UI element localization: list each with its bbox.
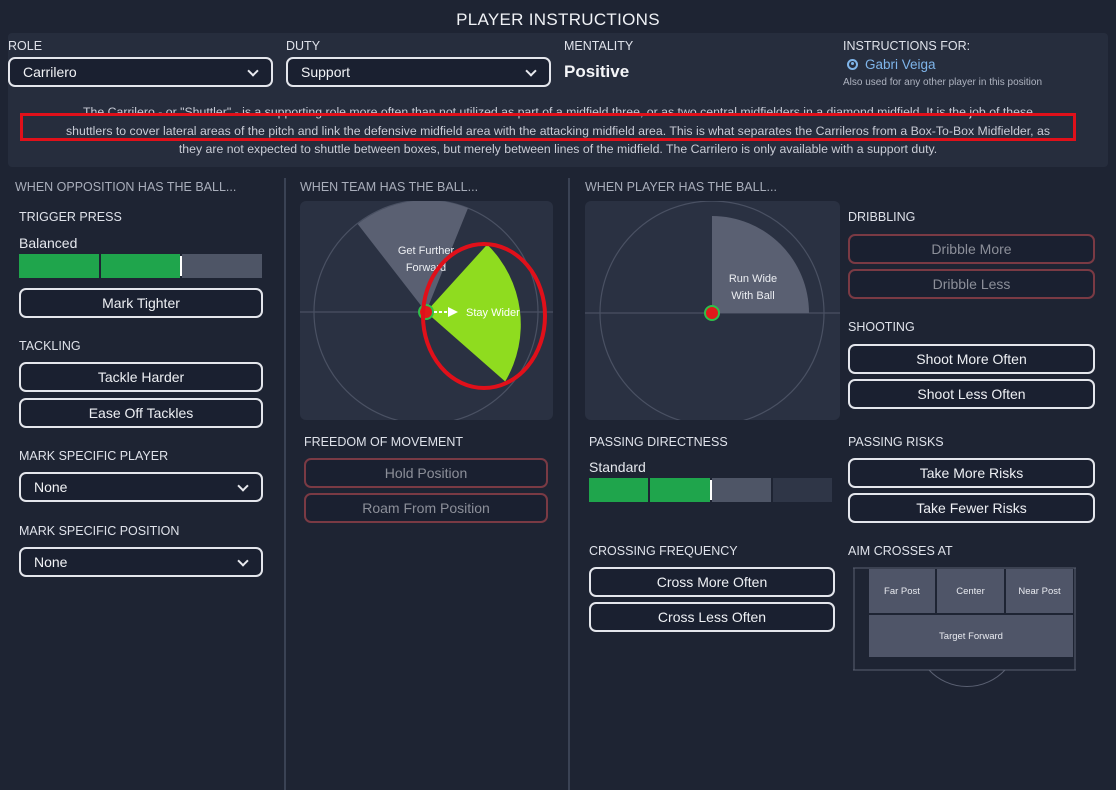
roam-from-position-button[interactable]: Roam From Position bbox=[304, 493, 548, 523]
slider-marker bbox=[709, 480, 712, 500]
instructions-for-label: INSTRUCTIONS FOR: bbox=[843, 39, 971, 53]
mark-tighter-button[interactable]: Mark Tighter bbox=[19, 288, 263, 318]
player-link[interactable]: Gabri Veiga bbox=[847, 57, 936, 72]
run-wide-zone[interactable] bbox=[712, 216, 809, 313]
page-title: PLAYER INSTRUCTIONS bbox=[456, 10, 660, 29]
chevron-down-icon bbox=[247, 65, 259, 77]
mark-position-dropdown[interactable]: None bbox=[19, 547, 263, 577]
arrow-right-icon bbox=[448, 307, 458, 317]
aim-crosses-label: AIM CROSSES AT bbox=[848, 544, 953, 558]
player-header: WHEN PLAYER HAS THE BALL... bbox=[585, 180, 777, 194]
aim-target-forward[interactable]: Target Forward bbox=[869, 615, 1073, 657]
instructions-note: Also used for any other player in this p… bbox=[843, 77, 1042, 88]
slider-segment bbox=[19, 254, 99, 278]
team-header: WHEN TEAM HAS THE BALL... bbox=[300, 180, 479, 194]
shoot-more-button[interactable]: Shoot More Often bbox=[848, 344, 1095, 374]
player-name: Gabri Veiga bbox=[865, 57, 936, 72]
description-line: shuttlers to cover lateral areas of the … bbox=[66, 123, 1050, 138]
dribble-less-button[interactable]: Dribble Less bbox=[848, 269, 1095, 299]
penalty-box-diagram bbox=[853, 567, 1076, 687]
person-icon bbox=[847, 59, 858, 70]
mark-position-value: None bbox=[34, 554, 68, 570]
role-dropdown[interactable]: Carrilero bbox=[8, 57, 273, 87]
mark-player-dropdown[interactable]: None bbox=[19, 472, 263, 502]
aim-crosses-field: Far Post Center Near Post Target Forward bbox=[853, 566, 1076, 702]
tackling-label: TACKLING bbox=[19, 339, 81, 353]
trigger-press-value: Balanced bbox=[19, 235, 78, 251]
role-value: Carrilero bbox=[23, 64, 77, 80]
penalty-arc bbox=[928, 669, 1006, 687]
dribble-more-button[interactable]: Dribble More bbox=[848, 234, 1095, 264]
crossing-label: CROSSING FREQUENCY bbox=[589, 544, 738, 558]
passing-directness-slider[interactable] bbox=[589, 478, 832, 502]
opposition-header: WHEN OPPOSITION HAS THE BALL... bbox=[15, 180, 237, 194]
column-divider bbox=[284, 178, 286, 790]
slider-segment bbox=[650, 478, 712, 502]
player-position-marker bbox=[704, 305, 720, 321]
mark-position-label: MARK SPECIFIC POSITION bbox=[19, 524, 180, 538]
shooting-label: SHOOTING bbox=[848, 320, 915, 334]
cross-less-button[interactable]: Cross Less Often bbox=[589, 602, 835, 632]
further-forward-zone[interactable] bbox=[357, 200, 468, 312]
stay-wider-label: Stay Wider bbox=[466, 307, 520, 319]
slider-segment bbox=[589, 478, 649, 502]
slider-segment bbox=[182, 254, 263, 278]
team-movement-panel: Get Further Forward Stay Wider bbox=[300, 199, 553, 425]
run-wide-label-1: Run Wide bbox=[729, 273, 777, 285]
aim-center[interactable]: Center bbox=[937, 569, 1004, 613]
passing-directness-value: Standard bbox=[589, 459, 646, 475]
trigger-press-label: TRIGGER PRESS bbox=[19, 210, 122, 224]
trigger-press-slider[interactable] bbox=[19, 254, 263, 278]
mentality-value: Positive bbox=[564, 62, 630, 81]
annotation-highlight-ellipse bbox=[421, 242, 547, 390]
mark-player-value: None bbox=[34, 479, 68, 495]
column-divider bbox=[568, 178, 570, 790]
take-more-risks-button[interactable]: Take More Risks bbox=[848, 458, 1095, 488]
role-info-panel bbox=[8, 33, 1108, 167]
duty-label: DUTY bbox=[286, 39, 321, 53]
stay-wider-zone[interactable] bbox=[426, 244, 521, 382]
description-line: they are not expected to shuttle between… bbox=[178, 142, 938, 156]
chevron-down-icon bbox=[237, 480, 249, 492]
shoot-less-button[interactable]: Shoot Less Often bbox=[848, 379, 1095, 409]
chevron-down-icon bbox=[237, 555, 249, 567]
chevron-down-icon bbox=[525, 65, 537, 77]
tackle-harder-button[interactable]: Tackle Harder bbox=[19, 362, 263, 392]
run-wide-label-2: With Ball bbox=[731, 290, 774, 302]
team-movement-diagram: Get Further Forward Stay Wider bbox=[300, 199, 553, 425]
duty-dropdown[interactable]: Support bbox=[286, 57, 551, 87]
cross-more-button[interactable]: Cross More Often bbox=[589, 567, 835, 597]
player-movement-diagram: Run Wide With Ball bbox=[585, 200, 840, 426]
slider-segment bbox=[711, 478, 771, 502]
aim-far-post[interactable]: Far Post bbox=[869, 569, 935, 613]
duty-value: Support bbox=[301, 64, 351, 80]
annotation-highlight-box bbox=[20, 113, 1076, 141]
mentality-label: MENTALITY bbox=[564, 39, 634, 53]
mark-player-label: MARK SPECIFIC PLAYER bbox=[19, 449, 169, 463]
take-fewer-risks-button[interactable]: Take Fewer Risks bbox=[848, 493, 1095, 523]
further-forward-label-1: Get Further bbox=[398, 245, 455, 257]
dribbling-label: DRIBBLING bbox=[848, 210, 916, 224]
freedom-label: FREEDOM OF MOVEMENT bbox=[304, 435, 464, 449]
slider-marker bbox=[180, 256, 183, 276]
aim-near-post[interactable]: Near Post bbox=[1006, 569, 1073, 613]
role-label: ROLE bbox=[8, 39, 43, 53]
slider-segment bbox=[772, 478, 832, 502]
passing-directness-label: PASSING DIRECTNESS bbox=[589, 435, 728, 449]
passing-risks-label: PASSING RISKS bbox=[848, 435, 944, 449]
ease-off-tackles-button[interactable]: Ease Off Tackles bbox=[19, 398, 263, 428]
player-movement-panel: Run Wide With Ball bbox=[585, 200, 840, 426]
slider-segment bbox=[100, 254, 183, 278]
hold-position-button[interactable]: Hold Position bbox=[304, 458, 548, 488]
